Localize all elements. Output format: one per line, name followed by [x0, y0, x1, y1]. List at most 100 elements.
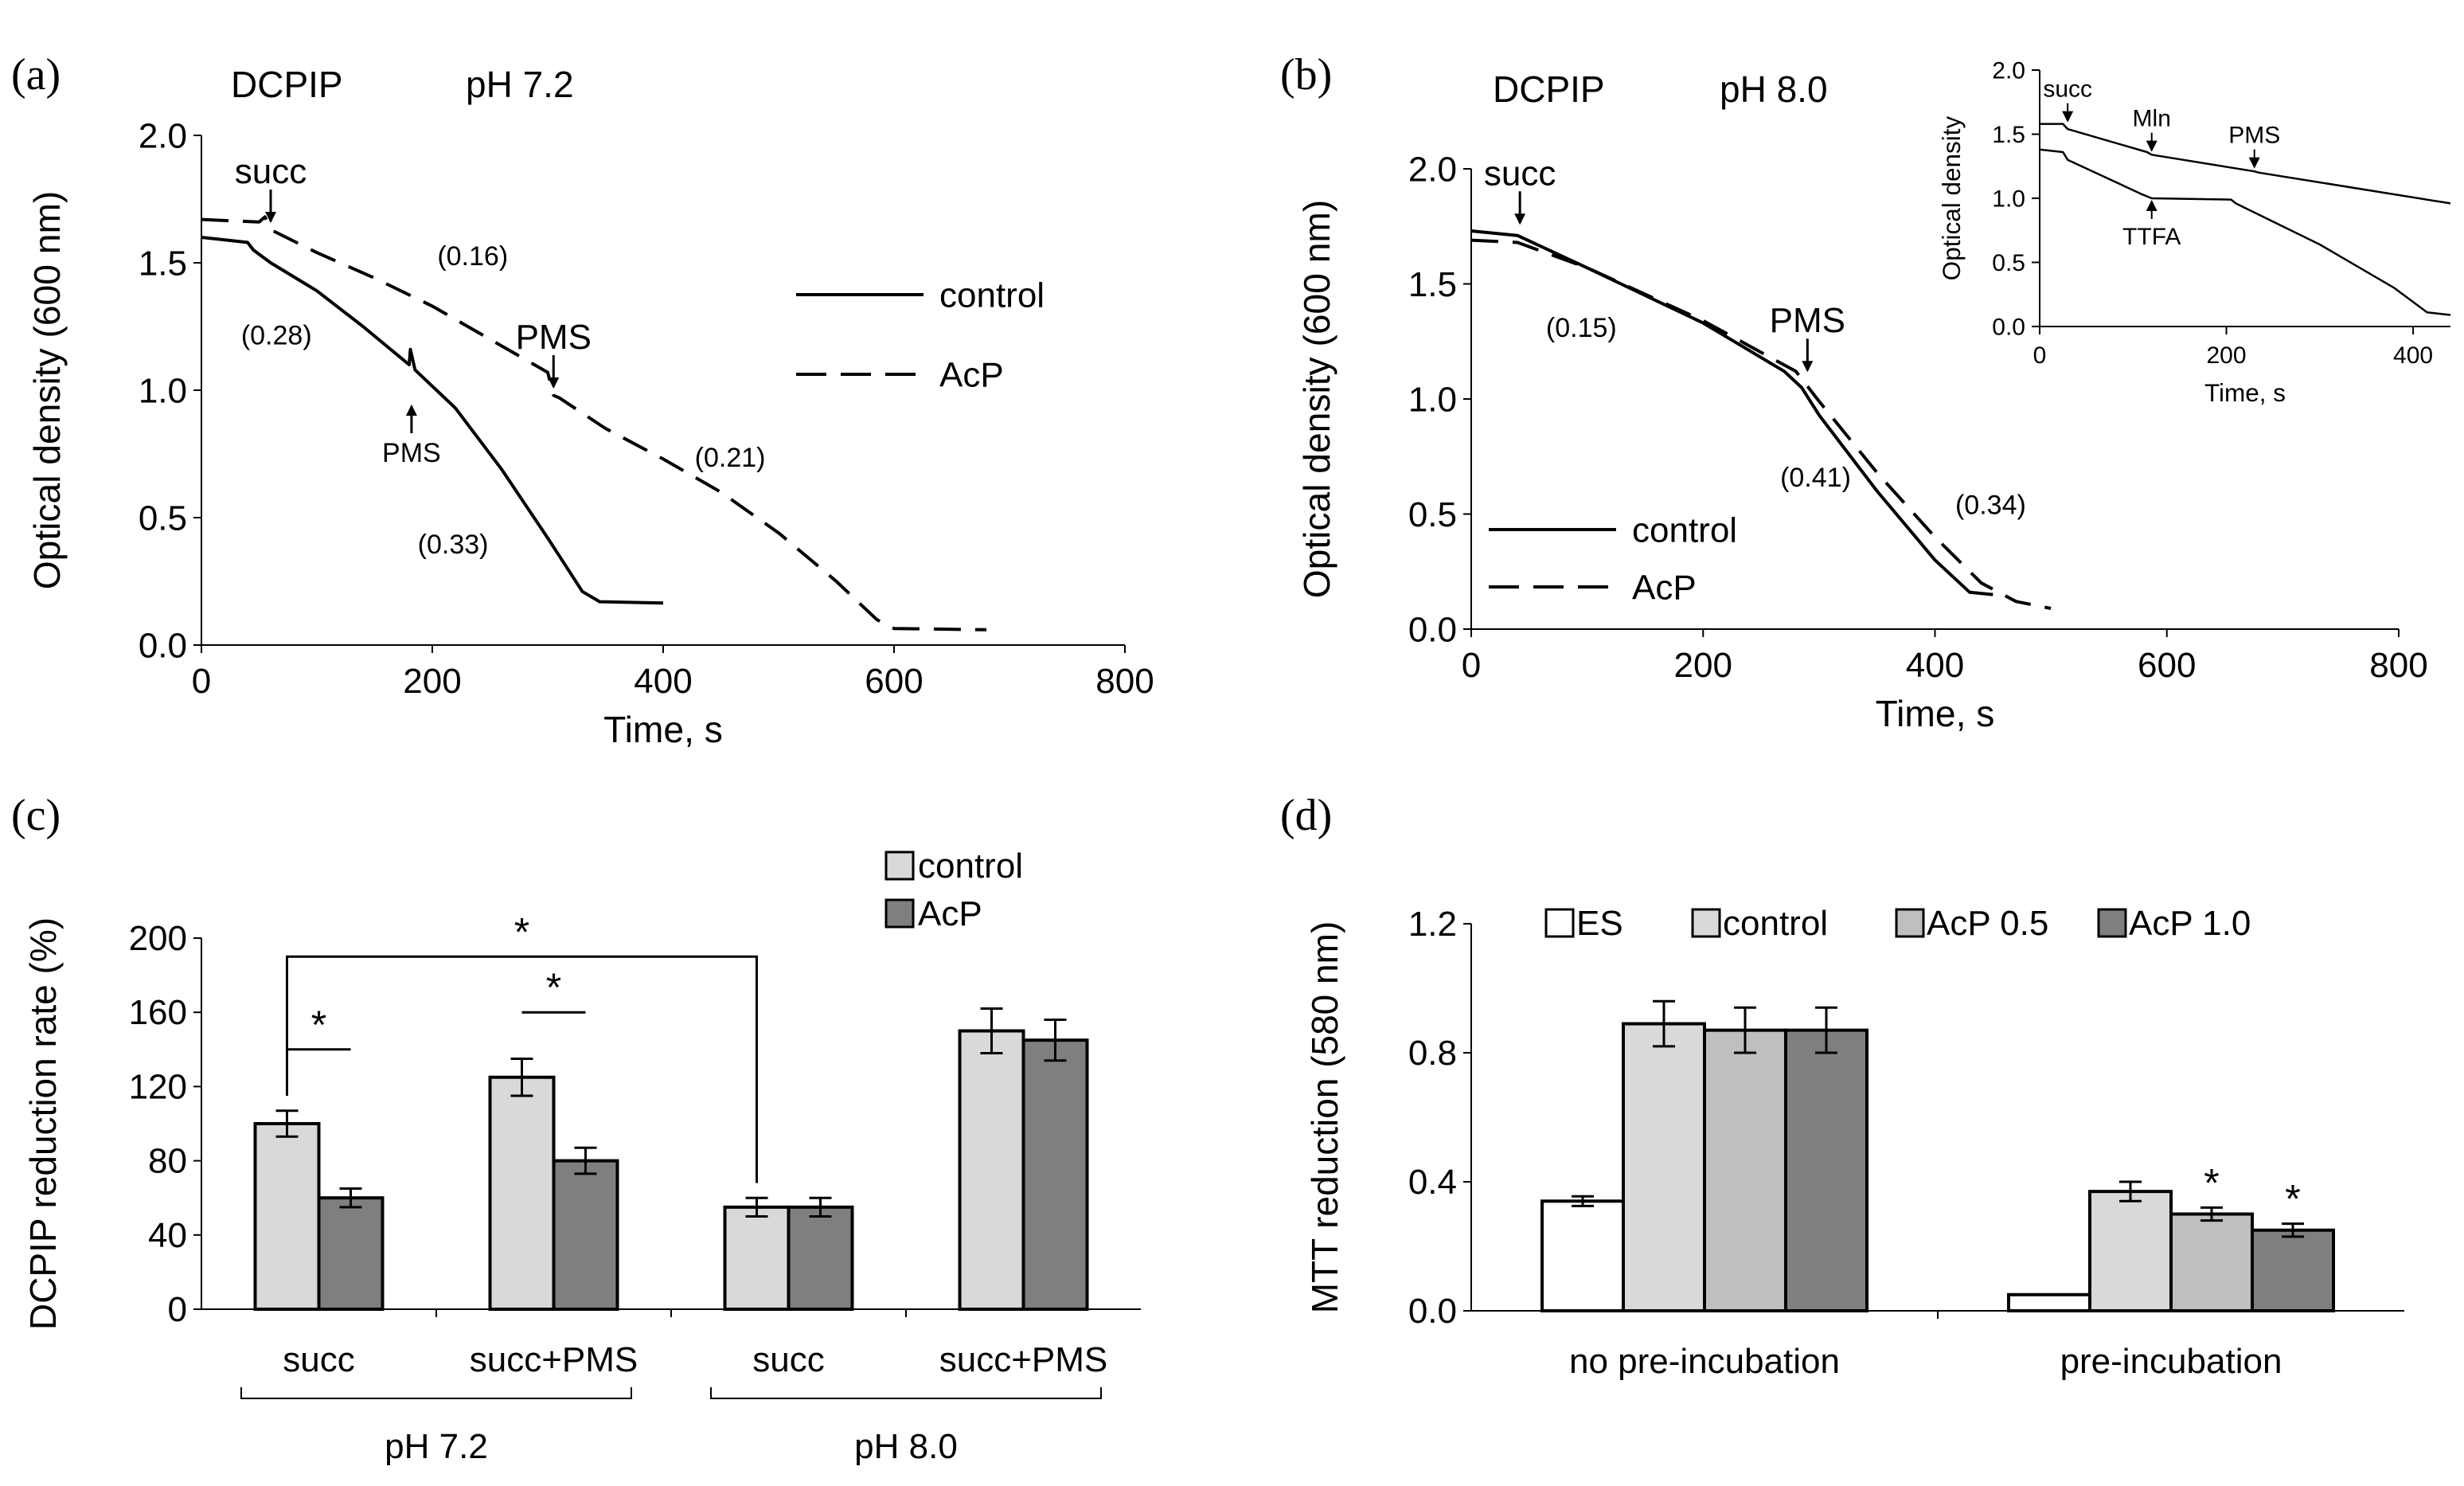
event-label: PMS: [382, 438, 441, 468]
group-bracket: [240, 1387, 632, 1399]
y-tick-label: 1.5: [1992, 122, 2025, 148]
bar-es: [2007, 1292, 2091, 1312]
x-axis-title: Time, s: [603, 709, 723, 750]
x-tick-label: 200: [2207, 342, 2247, 369]
chart-c: 0 40 80 120 160 200 DCPIP reduction rate (%) su…: [22, 847, 1141, 1466]
chart-d: 0.0 0.4 0.8 1.2 MTT reduction (580 nm) no pre…: [1304, 904, 2404, 1381]
x-tick-label: 0: [2033, 342, 2047, 369]
arrow-head: [2146, 200, 2157, 211]
group-bracket: [710, 1387, 1102, 1399]
y-axis-title: MTT reduction (580 nm): [1304, 921, 1345, 1314]
y-axis-title: Optical density (600 nm): [26, 191, 68, 590]
x-tick-label: 0: [192, 662, 211, 701]
legend-label: AcP: [939, 355, 1004, 394]
bar-control: [488, 1075, 556, 1311]
event-label: succ: [235, 152, 307, 191]
bar-acp-1-0: [1784, 1028, 1869, 1313]
y-tick-label: 1.5: [139, 244, 187, 283]
x-tick-label: 400: [1906, 646, 1964, 685]
arrow-head: [548, 377, 560, 389]
chart-b: 0.0 0.5 1.0 1.5 2.0 0 200 400 600 800 Time, s Optic…: [1296, 150, 2428, 734]
rate-annotation: (0.28): [241, 320, 312, 350]
legend-label: control: [1632, 510, 1737, 549]
x-tick-label: 400: [2393, 342, 2433, 369]
bar-acp-1-0: [2251, 1228, 2335, 1312]
category-label: no pre-incubation: [1569, 1342, 1840, 1381]
legend-swatch-acp: [884, 898, 915, 929]
legend-label: AcP: [1632, 568, 1697, 607]
y-tick-label: 0.5: [139, 499, 187, 538]
y-tick-label: 80: [148, 1142, 187, 1181]
y-tick-label: 0.8: [1408, 1034, 1457, 1073]
rate-annotation: (0.16): [437, 241, 508, 272]
legend-label: AcP 1.0: [2129, 904, 2251, 943]
event-label: PMS: [1770, 301, 1845, 340]
significance-star: *: [2285, 1177, 2300, 1222]
series-line-acp: [201, 215, 987, 632]
y-tick-label: 1.0: [1992, 186, 2025, 213]
y-tick-label: 2.0: [1992, 58, 2025, 84]
y-tick-label: 0.0: [1408, 1292, 1457, 1331]
y-axis-title: Optical density: [1937, 115, 1966, 280]
series-line-lower: [2039, 148, 2451, 316]
series-line-control: [201, 236, 664, 605]
significance-star: *: [514, 909, 529, 954]
y-tick-label: 0.4: [1408, 1163, 1457, 1202]
event-label: succ: [2043, 76, 2092, 103]
rate-annotation: (0.34): [1955, 491, 2026, 521]
category-label: pre-incubation: [2060, 1342, 2282, 1381]
category-label: succ+PMS: [470, 1340, 638, 1379]
y-tick-label: 0.0: [139, 626, 187, 665]
y-tick-label: 1.5: [1408, 265, 1457, 304]
panel-b-reagent: DCPIP: [1493, 68, 1605, 110]
significance-star: *: [2204, 1160, 2219, 1205]
y-tick-label: 160: [129, 993, 187, 1032]
legend-label: control: [918, 847, 1023, 886]
y-tick-label: 0.0: [1408, 610, 1457, 649]
x-axis-title: Time, s: [2204, 378, 2286, 407]
panel-a-reagent: DCPIP: [231, 64, 343, 105]
legend-label: AcP 0.5: [1927, 904, 2048, 943]
y-tick-label: 1.2: [1408, 905, 1457, 944]
arrow-head: [1802, 361, 1814, 373]
bar-acp: [317, 1196, 385, 1311]
panel-a-label: (a): [11, 50, 61, 100]
panel-b-ph: pH 8.0: [1720, 68, 1828, 110]
bar-acp: [787, 1205, 854, 1311]
y-tick-label: 200: [129, 919, 187, 958]
bar-control: [2088, 1190, 2173, 1313]
bar-es: [1540, 1199, 1625, 1313]
category-label: succ: [752, 1340, 824, 1379]
event-label: succ: [1484, 154, 1556, 193]
chart-b-inset: 0.0 0.5 1.0 1.5 2.0 0 200 400 Time, s Optical den…: [1937, 58, 2451, 407]
arrow-head: [2062, 111, 2074, 123]
bar-acp: [1021, 1038, 1089, 1312]
legend-label: control: [1723, 904, 1828, 943]
y-tick-label: 2.0: [1408, 150, 1457, 189]
y-tick-label: 0.0: [1992, 315, 2025, 341]
series-line-acp: [1470, 238, 2052, 610]
event-label: PMS: [2228, 123, 2280, 149]
arrow-head: [405, 405, 417, 416]
legend-swatch-es: [1544, 908, 1575, 938]
x-tick-label: 200: [403, 662, 461, 701]
panel-a-ph: pH 7.2: [466, 64, 574, 105]
y-tick-label: 120: [129, 1067, 187, 1106]
arrow-head: [2146, 140, 2157, 152]
x-axis-title: Time, s: [1876, 693, 1995, 734]
x-tick-label: 0: [1462, 646, 1481, 685]
legend-swatch-acp-1-0: [2097, 908, 2127, 938]
y-tick-label: 0: [168, 1290, 187, 1329]
event-label: TTFA: [2122, 224, 2181, 250]
y-axis-title: Optical density (600 nm): [1296, 200, 1337, 599]
bar-acp-0-5: [1703, 1028, 1787, 1313]
significance-bracket: [286, 955, 758, 1183]
rate-annotation: (0.33): [418, 530, 489, 560]
x-tick-label: 600: [2138, 646, 2196, 685]
legend-label: control: [939, 276, 1045, 315]
chart-a: 0.0 0.5 1.0 1.5 2.0 0 200 400 600 800 Time, s Optic…: [26, 116, 1154, 750]
category-label: succ: [283, 1340, 354, 1379]
legend-swatch-control: [1691, 908, 1721, 938]
event-label: Mln: [2133, 106, 2171, 132]
